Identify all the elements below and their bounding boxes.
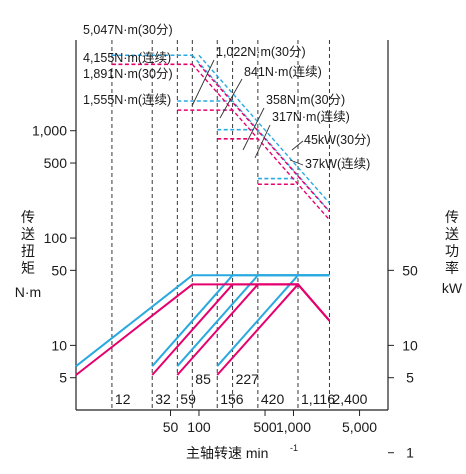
left-axis-title-char: 扭 xyxy=(21,243,35,259)
annotation-leader xyxy=(254,124,271,159)
x-tick-label: 1,000 xyxy=(276,419,311,435)
gear-speed-label: 1,116 xyxy=(301,391,335,407)
torque-annotation: 1,891N·m(30分) xyxy=(83,67,173,81)
power-curve-continuous xyxy=(176,283,331,376)
left-tick-label: 100 xyxy=(44,230,68,246)
right-tick-label: 5 xyxy=(406,370,414,386)
x-tick-label: 50 xyxy=(163,419,179,435)
left-axis-title-char: 传 xyxy=(21,209,35,225)
left-tick-label: 5 xyxy=(59,370,67,386)
power-curve-30min xyxy=(216,274,330,367)
x-tick-label: 500 xyxy=(253,419,277,435)
right-tick-label: 10 xyxy=(402,337,418,353)
right-tick-label: 1 xyxy=(406,445,414,461)
annotation-leader xyxy=(291,140,304,151)
annotation-backing xyxy=(80,20,172,38)
left-tick-label: 50 xyxy=(51,262,67,278)
gear-speed-label: 12 xyxy=(115,391,131,407)
torque-annotation: 358N·m(30分) xyxy=(266,93,345,107)
gear-speed-label: 227 xyxy=(236,371,260,387)
gear-speed-label: 420 xyxy=(261,391,285,407)
annotation-leader xyxy=(289,159,304,166)
left-tick-label: 500 xyxy=(44,155,68,171)
x-tick-label: 100 xyxy=(187,419,211,435)
power-curve-continuous xyxy=(216,282,331,376)
torque-annotation: 841N·m(连续) xyxy=(244,64,322,79)
power-curve-continuous xyxy=(151,283,331,376)
torque-falloff-line xyxy=(191,54,330,212)
annotation-leader xyxy=(242,107,265,151)
gear-speed-label: 32 xyxy=(155,391,171,407)
left-axis-title-char: 矩 xyxy=(21,260,35,276)
x-tick-label: 5,000 xyxy=(342,419,377,435)
left-tick-label: 1,000 xyxy=(32,123,67,139)
left-axis-title-char: N·m xyxy=(15,284,41,300)
torque-annotation: 4,155N·m(连续) xyxy=(83,50,171,65)
torque-annotation: 5,047N·m(30分) xyxy=(83,23,173,37)
torque-annotation: 317N·m(连续) xyxy=(272,109,350,124)
right-axis-title-char: 率 xyxy=(445,260,459,276)
torque-annotation: 1,022N·m(30分) xyxy=(216,45,306,59)
annotation-leader xyxy=(191,59,215,107)
left-axis-title-char: 送 xyxy=(21,226,35,242)
right-tick-label: 50 xyxy=(402,262,418,278)
gear-speed-label: 156 xyxy=(220,391,244,407)
power-curve-30min xyxy=(75,274,330,367)
right-axis-title-char: 功 xyxy=(445,243,459,259)
gear-speed-label: 2,400 xyxy=(332,391,367,407)
right-axis-title-char: 送 xyxy=(445,226,459,242)
power-annotation: 37kW(连续) xyxy=(305,156,370,171)
torque-annotation: 1,555N·m(连续) xyxy=(83,92,171,107)
power-curve-continuous xyxy=(75,283,331,376)
torque-falloff-line xyxy=(191,63,330,221)
left-tick-label: 10 xyxy=(51,337,67,353)
x-axis-title: 主轴转速 min xyxy=(186,445,268,461)
right-axis-title-char: kW xyxy=(442,280,463,296)
torque-falloff-line xyxy=(198,54,330,204)
x-axis-title-exponent: -1 xyxy=(290,443,298,453)
annotation-leader xyxy=(219,78,243,119)
power-annotation: 45kW(30分) xyxy=(304,133,371,147)
right-axis-title-char: 传 xyxy=(445,209,459,225)
gear-speed-label: 59 xyxy=(180,391,196,407)
gear-speed-label: 85 xyxy=(195,371,211,387)
